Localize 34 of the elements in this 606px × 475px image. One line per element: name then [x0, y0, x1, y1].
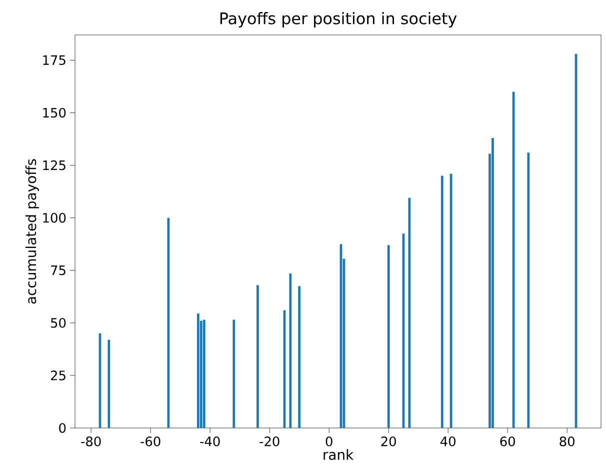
bar: [289, 274, 292, 428]
x-tick-label: -40: [200, 436, 220, 446]
y-tick-label: 125: [43, 160, 66, 170]
bar: [167, 218, 170, 428]
bar: [450, 174, 452, 428]
x-axis-title: rank: [324, 449, 354, 460]
x-tick-label: 0: [326, 436, 332, 446]
bar: [492, 138, 494, 428]
y-tick-label: 175: [43, 55, 66, 66]
y-tick-label: 75: [51, 266, 66, 276]
x-tick-label: 80: [560, 436, 574, 446]
x-tick-label: 40: [440, 436, 456, 446]
y-tick-label: 25: [50, 370, 66, 380]
bar: [202, 320, 206, 428]
chart-title: Payoffs per position in society: [220, 12, 457, 28]
bar: [298, 286, 301, 428]
bar: [387, 245, 390, 428]
x-tick-label: -60: [140, 436, 160, 446]
bar: [196, 313, 200, 428]
bar: [527, 152, 530, 428]
y-tick-label: 50: [51, 318, 66, 328]
bar: [232, 320, 236, 428]
y-tick-label: 150: [43, 108, 66, 118]
x-tick-label: 20: [381, 436, 396, 446]
bar: [440, 176, 444, 428]
y-axis-title: accumulated payoffs: [25, 159, 39, 304]
x-tick-label: 60: [500, 436, 515, 446]
y-tick-label: 100: [43, 212, 66, 223]
bar: [408, 198, 411, 428]
y-tick-label: 0: [59, 423, 66, 433]
x-tick-label: -20: [260, 436, 280, 446]
bar: [108, 340, 110, 428]
bar: [256, 285, 259, 428]
x-tick-label: -80: [81, 436, 101, 446]
